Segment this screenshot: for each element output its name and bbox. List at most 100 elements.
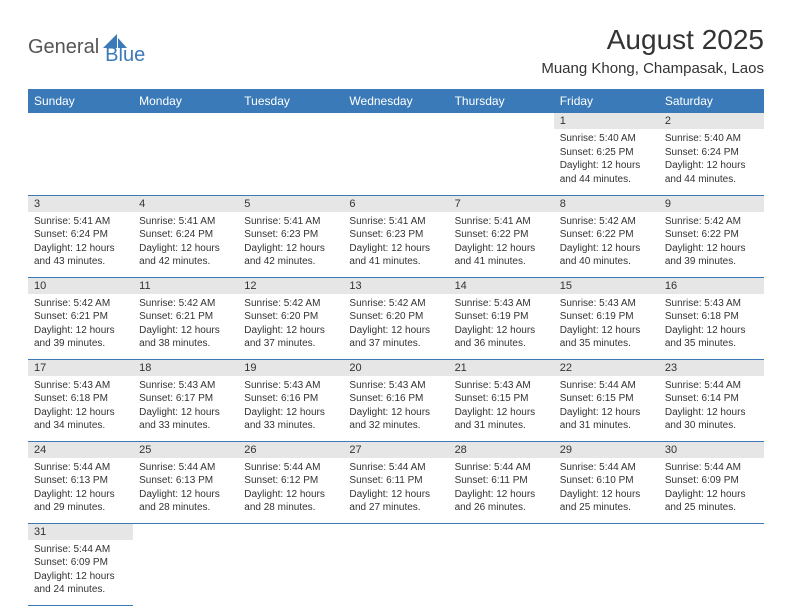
sunrise-text: Sunrise: 5:43 AM (455, 379, 548, 393)
calendar-day-cell: 24Sunrise: 5:44 AMSunset: 6:13 PMDayligh… (28, 441, 133, 523)
sunset-text: Sunset: 6:21 PM (139, 310, 232, 324)
day-number: 26 (238, 442, 343, 458)
daylight-text-2: and 25 minutes. (560, 501, 653, 515)
weekday-header: Thursday (449, 89, 554, 113)
daylight-text: Daylight: 12 hours (455, 488, 548, 502)
sunset-text: Sunset: 6:24 PM (665, 146, 758, 160)
daylight-text: Daylight: 12 hours (349, 324, 442, 338)
daylight-text-2: and 40 minutes. (560, 255, 653, 269)
calendar-day-cell: 4Sunrise: 5:41 AMSunset: 6:24 PMDaylight… (133, 195, 238, 277)
sunrise-text: Sunrise: 5:43 AM (665, 297, 758, 311)
day-body: Sunrise: 5:41 AMSunset: 6:23 PMDaylight:… (238, 212, 343, 273)
calendar-day-cell (28, 113, 133, 195)
daylight-text: Daylight: 12 hours (665, 159, 758, 173)
day-body: Sunrise: 5:43 AMSunset: 6:15 PMDaylight:… (449, 376, 554, 437)
sunset-text: Sunset: 6:09 PM (665, 474, 758, 488)
day-number: 21 (449, 360, 554, 376)
weekday-header: Saturday (659, 89, 764, 113)
sunset-text: Sunset: 6:14 PM (665, 392, 758, 406)
day-body: Sunrise: 5:42 AMSunset: 6:21 PMDaylight:… (28, 294, 133, 355)
sunset-text: Sunset: 6:22 PM (665, 228, 758, 242)
day-body: Sunrise: 5:43 AMSunset: 6:17 PMDaylight:… (133, 376, 238, 437)
daylight-text: Daylight: 12 hours (34, 324, 127, 338)
day-body: Sunrise: 5:44 AMSunset: 6:09 PMDaylight:… (659, 458, 764, 519)
calendar-week-row: 24Sunrise: 5:44 AMSunset: 6:13 PMDayligh… (28, 441, 764, 523)
sunset-text: Sunset: 6:16 PM (349, 392, 442, 406)
day-number: 18 (133, 360, 238, 376)
calendar-week-row: 10Sunrise: 5:42 AMSunset: 6:21 PMDayligh… (28, 277, 764, 359)
weekday-header-row: Sunday Monday Tuesday Wednesday Thursday… (28, 89, 764, 113)
sunrise-text: Sunrise: 5:44 AM (34, 543, 127, 557)
calendar-day-cell: 27Sunrise: 5:44 AMSunset: 6:11 PMDayligh… (343, 441, 448, 523)
sunrise-text: Sunrise: 5:40 AM (560, 132, 653, 146)
calendar-day-cell: 11Sunrise: 5:42 AMSunset: 6:21 PMDayligh… (133, 277, 238, 359)
sunset-text: Sunset: 6:18 PM (665, 310, 758, 324)
day-body: Sunrise: 5:43 AMSunset: 6:16 PMDaylight:… (238, 376, 343, 437)
calendar-day-cell: 22 Sunrise: 5:44 AMSunset: 6:15 PMDayligh… (554, 359, 659, 441)
day-body: Sunrise: 5:43 AMSunset: 6:19 PMDaylight:… (554, 294, 659, 355)
day-body: Sunrise: 5:43 AMSunset: 6:18 PMDaylight:… (659, 294, 764, 355)
calendar-day-cell: 20Sunrise: 5:43 AMSunset: 6:16 PMDayligh… (343, 359, 448, 441)
calendar-day-cell: 8Sunrise: 5:42 AMSunset: 6:22 PMDaylight… (554, 195, 659, 277)
day-body: Sunrise: 5:42 AMSunset: 6:20 PMDaylight:… (343, 294, 448, 355)
daylight-text-2: and 25 minutes. (665, 501, 758, 515)
day-body: Sunrise: 5:41 AMSunset: 6:24 PMDaylight:… (28, 212, 133, 273)
daylight-text: Daylight: 12 hours (665, 242, 758, 256)
sunset-text: Sunset: 6:21 PM (34, 310, 127, 324)
sunrise-text: Sunrise: 5:44 AM (455, 461, 548, 475)
sunset-text: Sunset: 6:24 PM (34, 228, 127, 242)
sunrise-text: Sunrise: 5:44 AM (139, 461, 232, 475)
weekday-header: Sunday (28, 89, 133, 113)
calendar-day-cell: 6Sunrise: 5:41 AMSunset: 6:23 PMDaylight… (343, 195, 448, 277)
day-number: 11 (133, 278, 238, 294)
calendar-day-cell: 14Sunrise: 5:43 AMSunset: 6:19 PMDayligh… (449, 277, 554, 359)
daylight-text: Daylight: 12 hours (560, 324, 653, 338)
sunrise-text: Sunrise: 5:44 AM (560, 379, 653, 393)
day-number: 16 (659, 278, 764, 294)
logo-text-blue: Blue (105, 44, 145, 67)
daylight-text-2: and 31 minutes. (455, 419, 548, 433)
day-number: 5 (238, 196, 343, 212)
day-number: 1 (554, 113, 659, 129)
daylight-text: Daylight: 12 hours (560, 242, 653, 256)
daylight-text: Daylight: 12 hours (349, 488, 442, 502)
title-block: August 2025 Muang Khong, Champasak, Laos (541, 24, 764, 77)
sunrise-text: Sunrise: 5:44 AM (34, 461, 127, 475)
daylight-text-2: and 39 minutes. (665, 255, 758, 269)
sunrise-text: Sunrise: 5:43 AM (34, 379, 127, 393)
sunset-text: Sunset: 6:11 PM (455, 474, 548, 488)
sunrise-text: Sunrise: 5:41 AM (244, 215, 337, 229)
calendar-day-cell (554, 523, 659, 605)
day-number: 30 (659, 442, 764, 458)
day-number: 8 (554, 196, 659, 212)
sunset-text: Sunset: 6:22 PM (560, 228, 653, 242)
day-number: 9 (659, 196, 764, 212)
weekday-header: Friday (554, 89, 659, 113)
sunset-text: Sunset: 6:15 PM (455, 392, 548, 406)
sunrise-text: Sunrise: 5:43 AM (560, 297, 653, 311)
calendar-day-cell: 5Sunrise: 5:41 AMSunset: 6:23 PMDaylight… (238, 195, 343, 277)
day-body: Sunrise: 5:44 AMSunset: 6:12 PMDaylight:… (238, 458, 343, 519)
daylight-text: Daylight: 12 hours (244, 406, 337, 420)
day-body: Sunrise: 5:44 AMSunset: 6:14 PMDaylight:… (659, 376, 764, 437)
daylight-text: Daylight: 12 hours (665, 324, 758, 338)
daylight-text: Daylight: 12 hours (349, 406, 442, 420)
sunrise-text: Sunrise: 5:41 AM (349, 215, 442, 229)
day-number: 29 (554, 442, 659, 458)
calendar-day-cell: 30Sunrise: 5:44 AMSunset: 6:09 PMDayligh… (659, 441, 764, 523)
day-body: Sunrise: 5:44 AMSunset: 6:10 PMDaylight:… (554, 458, 659, 519)
sunset-text: Sunset: 6:15 PM (560, 392, 653, 406)
daylight-text: Daylight: 12 hours (560, 406, 653, 420)
daylight-text-2: and 33 minutes. (244, 419, 337, 433)
daylight-text: Daylight: 12 hours (455, 242, 548, 256)
daylight-text: Daylight: 12 hours (244, 242, 337, 256)
sunset-text: Sunset: 6:17 PM (139, 392, 232, 406)
calendar-day-cell: 7Sunrise: 5:41 AMSunset: 6:22 PMDaylight… (449, 195, 554, 277)
daylight-text-2: and 44 minutes. (560, 173, 653, 187)
day-number: 31 (28, 524, 133, 540)
daylight-text: Daylight: 12 hours (244, 488, 337, 502)
day-number: 22 (554, 360, 659, 376)
calendar-table: Sunday Monday Tuesday Wednesday Thursday… (28, 89, 764, 606)
sunset-text: Sunset: 6:25 PM (560, 146, 653, 160)
sunrise-text: Sunrise: 5:42 AM (349, 297, 442, 311)
